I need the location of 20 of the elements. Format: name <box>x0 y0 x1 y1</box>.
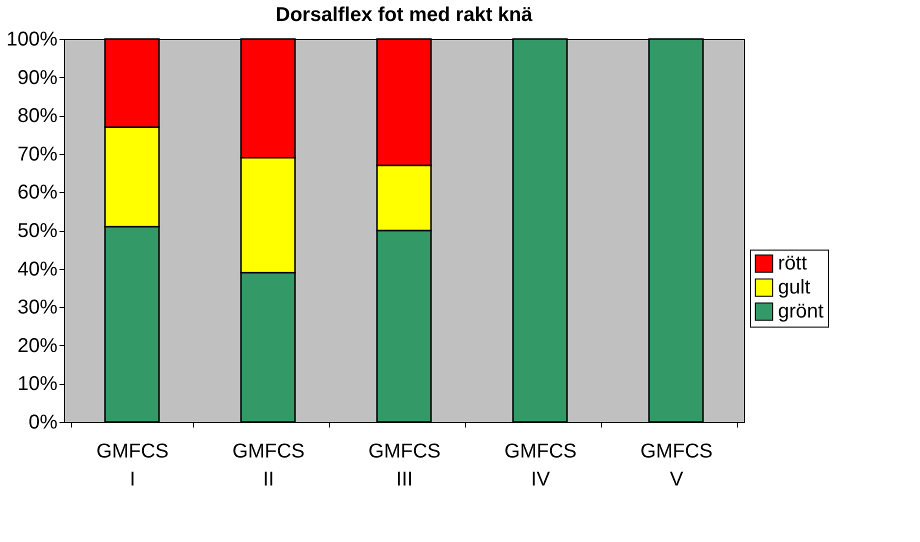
y-tick-label: 20% <box>17 334 58 357</box>
x-tick-label: GMFCS I <box>96 440 169 490</box>
y-tick-label: 100% <box>6 28 58 50</box>
y-tick-label: 0% <box>28 412 58 434</box>
y-tick-label: 40% <box>17 258 58 280</box>
y-tick-label: 70% <box>17 143 58 166</box>
y-tick-label: 50% <box>17 220 58 242</box>
x-tick-label: GMFCS II <box>232 440 305 490</box>
y-tick-label: 10% <box>17 373 58 396</box>
y-tick-label: 80% <box>17 105 58 128</box>
y-tick-label: 30% <box>17 296 58 319</box>
y-tick-label: 60% <box>17 182 58 204</box>
x-tick-label: GMFCS V <box>640 440 713 490</box>
legend-label: rött <box>778 252 808 275</box>
chart-title: Dorsalflex fot med rakt knä <box>276 4 534 26</box>
legend-label: gult <box>778 276 811 299</box>
legend-label: grönt <box>778 300 824 323</box>
y-tick-label: 90% <box>17 66 58 89</box>
x-tick-label: GMFCS IV <box>504 440 577 490</box>
x-tick-label: GMFCS III <box>368 440 441 490</box>
